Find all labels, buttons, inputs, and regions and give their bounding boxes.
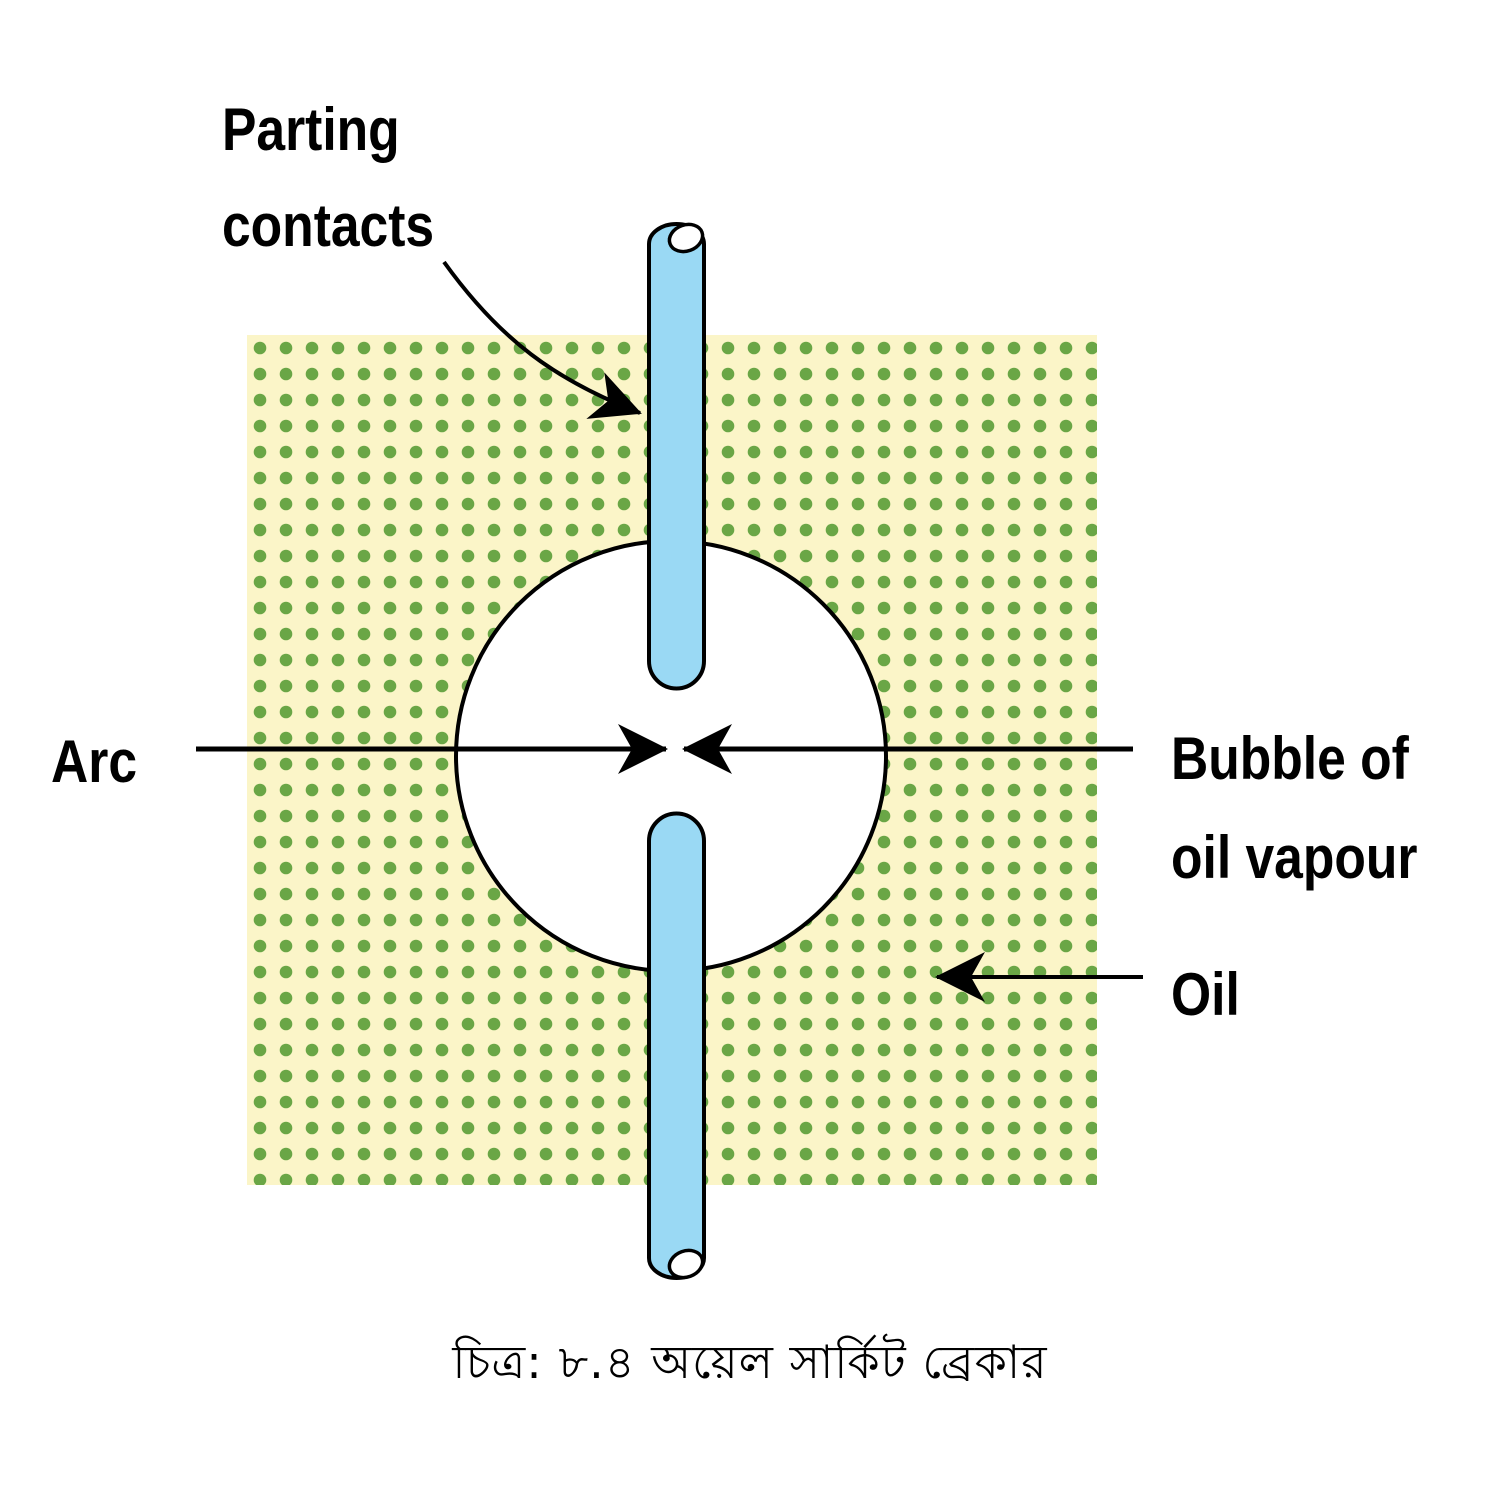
label-parting-contacts-line2: contacts — [222, 191, 434, 259]
lower-contact — [647, 811, 706, 1280]
upper-contact — [647, 222, 706, 691]
label-bubble-line2: oil vapour — [1171, 823, 1417, 891]
label-arc: Arc — [51, 727, 137, 795]
upper-contact-end — [667, 222, 705, 254]
figure-caption: চিত্র: ৮.৪ অয়েল সার্কিট ব্রেকার — [452, 1335, 1048, 1389]
label-oil: Oil — [1171, 960, 1240, 1028]
parting-contacts-arrow — [442, 260, 642, 419]
label-bubble-line1: Bubble of — [1171, 724, 1409, 792]
lower-contact-end — [667, 1248, 705, 1280]
label-parting-contacts-line1: Parting — [222, 95, 400, 163]
